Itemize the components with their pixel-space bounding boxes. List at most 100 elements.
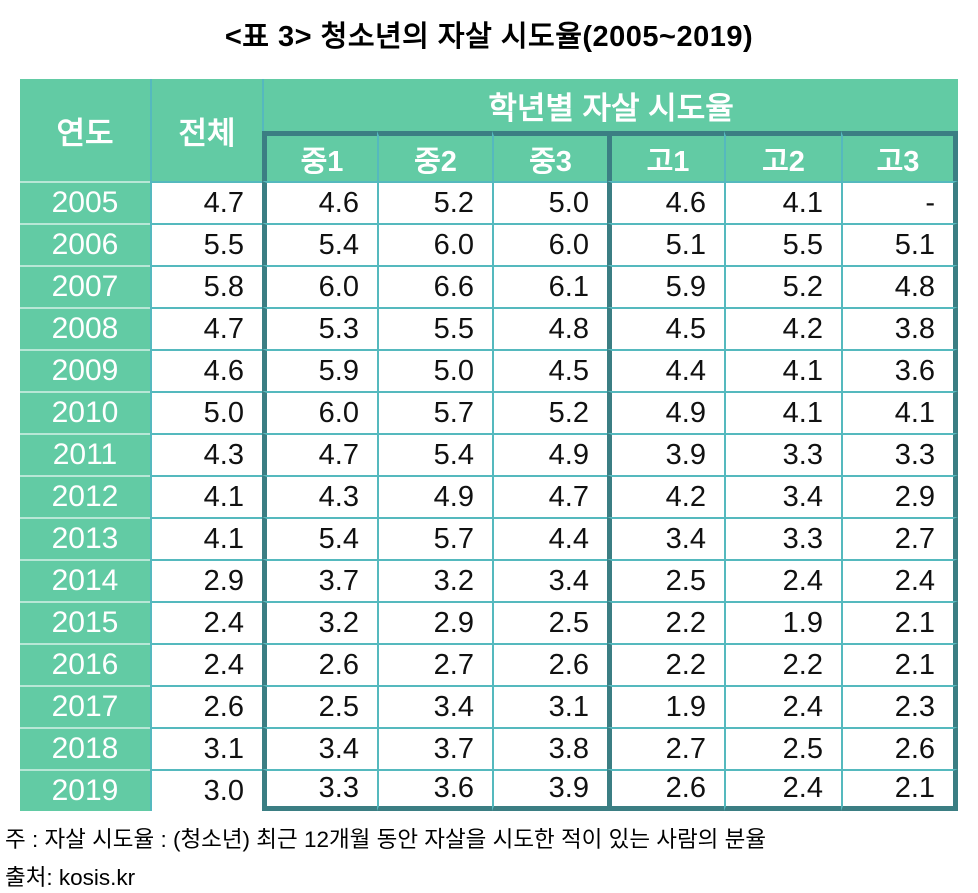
grade-cell: 4.2 <box>607 475 724 517</box>
grade-cell: 3.8 <box>841 307 959 349</box>
grade-cell: 4.9 <box>377 475 492 517</box>
table-row: 2010 5.0 6.0 5.7 5.2 4.9 4.1 4.1 <box>20 391 959 433</box>
header-row-2: 중1 중2 중3 고1 고2 고3 <box>20 131 959 181</box>
grade-cell: 5.5 <box>724 223 841 265</box>
grade-cell: 2.5 <box>262 685 377 727</box>
total-cell: 4.7 <box>150 307 262 349</box>
grade-cell: 1.9 <box>724 601 841 643</box>
total-cell: 5.8 <box>150 265 262 307</box>
table-row: 2017 2.6 2.5 3.4 3.1 1.9 2.4 2.3 <box>20 685 959 727</box>
total-cell: 4.1 <box>150 475 262 517</box>
total-cell: 2.4 <box>150 643 262 685</box>
grade-cell: 5.2 <box>377 181 492 223</box>
col-header-year: 연도 <box>20 79 150 181</box>
grade-cell: 2.6 <box>841 727 959 769</box>
year-cell: 2009 <box>20 349 150 391</box>
grade-cell: 2.2 <box>607 643 724 685</box>
year-cell: 2011 <box>20 433 150 475</box>
grade-cell: 5.3 <box>262 307 377 349</box>
grade-cell: 2.1 <box>841 643 959 685</box>
col-header-high1: 고1 <box>607 131 724 181</box>
grade-cell: 5.4 <box>262 223 377 265</box>
group-header-by-grade: 학년별 자살 시도율 <box>262 79 959 131</box>
grade-cell: 2.2 <box>607 601 724 643</box>
total-cell: 4.1 <box>150 517 262 559</box>
grade-cell: 4.1 <box>724 391 841 433</box>
grade-cell: 2.1 <box>841 769 959 811</box>
grade-cell: 5.4 <box>262 517 377 559</box>
grade-cell: 1.9 <box>607 685 724 727</box>
year-cell: 2013 <box>20 517 150 559</box>
table-row: 2005 4.7 4.6 5.2 5.0 4.6 4.1- <box>20 181 959 223</box>
table-header: 연도 전체 학년별 자살 시도율 중1 중2 중3 고1 고2 고3 <box>20 79 959 181</box>
year-cell: 2005 <box>20 181 150 223</box>
total-cell: 3.1 <box>150 727 262 769</box>
grade-cell: 3.4 <box>724 475 841 517</box>
grade-cell: 3.3 <box>262 769 377 811</box>
grade-cell: 4.7 <box>262 433 377 475</box>
total-cell: 2.6 <box>150 685 262 727</box>
table-row: 2008 4.7 5.3 5.5 4.8 4.5 4.2 3.8 <box>20 307 959 349</box>
grade-cell: - <box>841 181 959 223</box>
grade-cell: 2.4 <box>724 559 841 601</box>
col-header-high3: 고3 <box>841 131 959 181</box>
grade-cell: 3.7 <box>377 727 492 769</box>
table-row: 2016 2.4 2.6 2.7 2.6 2.2 2.2 2.1 <box>20 643 959 685</box>
grade-cell: 4.5 <box>607 307 724 349</box>
grade-cell: 5.2 <box>492 391 607 433</box>
total-cell: 2.9 <box>150 559 262 601</box>
col-header-mid3: 중3 <box>492 131 607 181</box>
grade-cell: 6.0 <box>377 223 492 265</box>
grade-cell: 2.3 <box>841 685 959 727</box>
year-cell: 2006 <box>20 223 150 265</box>
grade-cell: 2.7 <box>607 727 724 769</box>
grade-cell: 4.5 <box>492 349 607 391</box>
grade-cell: 5.9 <box>262 349 377 391</box>
grade-cell: 2.5 <box>492 601 607 643</box>
grade-cell: 2.5 <box>607 559 724 601</box>
grade-cell: 5.1 <box>841 223 959 265</box>
suicide-attempt-rate-table: 연도 전체 학년별 자살 시도율 중1 중2 중3 고1 고2 고3 2005 4… <box>20 79 959 811</box>
col-header-total: 전체 <box>150 79 262 181</box>
table-row: 2013 4.1 5.4 5.7 4.4 3.4 3.3 2.7 <box>20 517 959 559</box>
table-row: 2018 3.1 3.4 3.7 3.8 2.7 2.5 2.6 <box>20 727 959 769</box>
grade-cell: 3.7 <box>262 559 377 601</box>
grade-cell: 2.2 <box>724 643 841 685</box>
grade-cell: 2.6 <box>607 769 724 811</box>
col-header-high2: 고2 <box>724 131 841 181</box>
grade-cell: 5.0 <box>492 181 607 223</box>
grade-cell: 3.2 <box>262 601 377 643</box>
grade-cell: 3.3 <box>724 517 841 559</box>
table-row: 2014 2.9 3.7 3.2 3.4 2.5 2.4 2.4 <box>20 559 959 601</box>
grade-cell: 2.7 <box>377 643 492 685</box>
grade-cell: 3.1 <box>492 685 607 727</box>
total-cell: 5.5 <box>150 223 262 265</box>
table-row: 2012 4.1 4.3 4.9 4.7 4.2 3.4 2.9 <box>20 475 959 517</box>
grade-cell: 4.6 <box>607 181 724 223</box>
grade-cell: 4.8 <box>841 265 959 307</box>
grade-cell: 3.2 <box>377 559 492 601</box>
table-row: 2006 5.5 5.4 6.0 6.0 5.1 5.5 5.1 <box>20 223 959 265</box>
grade-cell: 4.1 <box>724 181 841 223</box>
grade-cell: 2.1 <box>841 601 959 643</box>
grade-cell: 3.3 <box>724 433 841 475</box>
grade-cell: 6.0 <box>492 223 607 265</box>
year-cell: 2008 <box>20 307 150 349</box>
grade-cell: 6.6 <box>377 265 492 307</box>
grade-cell: 4.1 <box>841 391 959 433</box>
grade-cell: 5.1 <box>607 223 724 265</box>
grade-cell: 3.4 <box>377 685 492 727</box>
grade-cell: 3.4 <box>607 517 724 559</box>
table-row: 2011 4.3 4.7 5.4 4.9 3.9 3.3 3.3 <box>20 433 959 475</box>
grade-cell: 5.4 <box>377 433 492 475</box>
grade-cell: 4.9 <box>607 391 724 433</box>
grade-cell: 3.4 <box>492 559 607 601</box>
grade-cell: 3.6 <box>841 349 959 391</box>
table-row: 2009 4.6 5.9 5.0 4.5 4.4 4.1 3.6 <box>20 349 959 391</box>
grade-cell: 2.4 <box>724 685 841 727</box>
grade-cell: 5.5 <box>377 307 492 349</box>
grade-cell: 5.9 <box>607 265 724 307</box>
grade-cell: 4.8 <box>492 307 607 349</box>
year-cell: 2007 <box>20 265 150 307</box>
grade-cell: 4.7 <box>492 475 607 517</box>
